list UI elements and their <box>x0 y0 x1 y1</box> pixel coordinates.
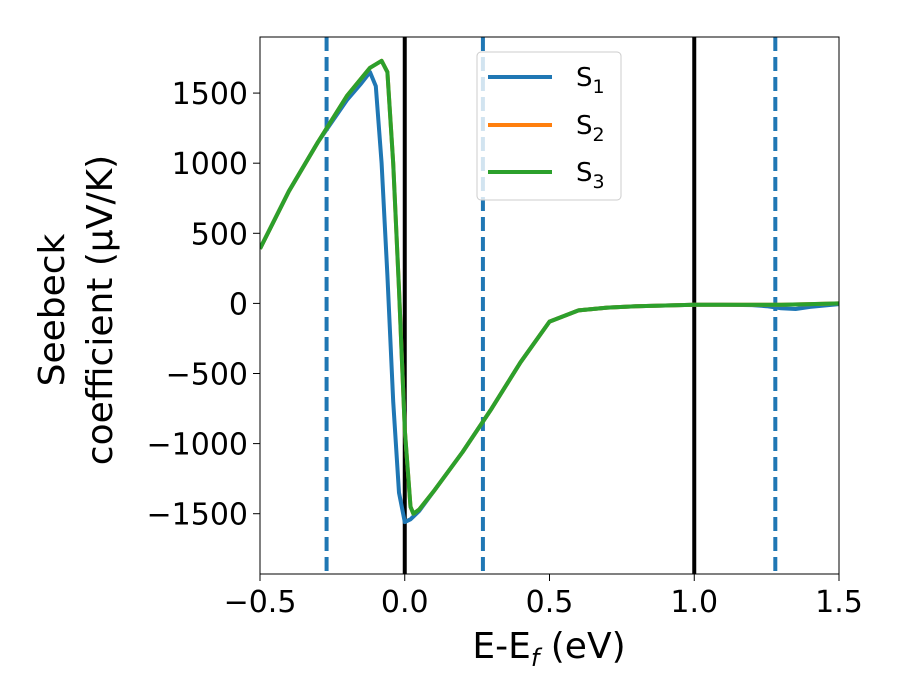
y-tick-label: −1500 <box>147 498 248 533</box>
x-axis-title: E-Ef (eV) <box>472 626 625 672</box>
legend-entry-1: S1 <box>488 63 605 98</box>
x-tick-label: 0.0 <box>381 585 429 620</box>
legend-label-3: S3 <box>576 158 605 193</box>
x-axis: −0.5 0.0 0.5 1.0 1.5 <box>224 574 863 620</box>
x-tick-label: 1.5 <box>815 585 863 620</box>
legend-entry-3: S3 <box>488 158 605 193</box>
x-tick-label: 0.5 <box>526 585 574 620</box>
y-tick-label: −500 <box>166 358 248 393</box>
legend-label-1: S1 <box>576 63 605 98</box>
legend: S1 S2 S3 <box>476 51 622 201</box>
y-tick-label: −1000 <box>147 428 248 463</box>
legend-label-2: S2 <box>576 111 605 146</box>
y-tick-label: 0 <box>229 287 248 322</box>
y-tick-label: 1000 <box>172 147 248 182</box>
y-axis-title-line-1: Seebeck <box>32 233 73 386</box>
y-axis-title-line-2: coefficient (μV/K) <box>80 155 121 465</box>
y-tick-label: 500 <box>191 217 248 252</box>
y-axis: −1500 −1000 −500 0 500 1000 1500 <box>147 77 260 533</box>
series-line-3 <box>260 58 839 516</box>
x-tick-label: 1.0 <box>670 585 718 620</box>
x-tick-label: −0.5 <box>224 585 297 620</box>
legend-entry-2: S2 <box>488 111 605 146</box>
series-lines <box>260 58 839 525</box>
y-tick-label: 1500 <box>172 77 248 112</box>
